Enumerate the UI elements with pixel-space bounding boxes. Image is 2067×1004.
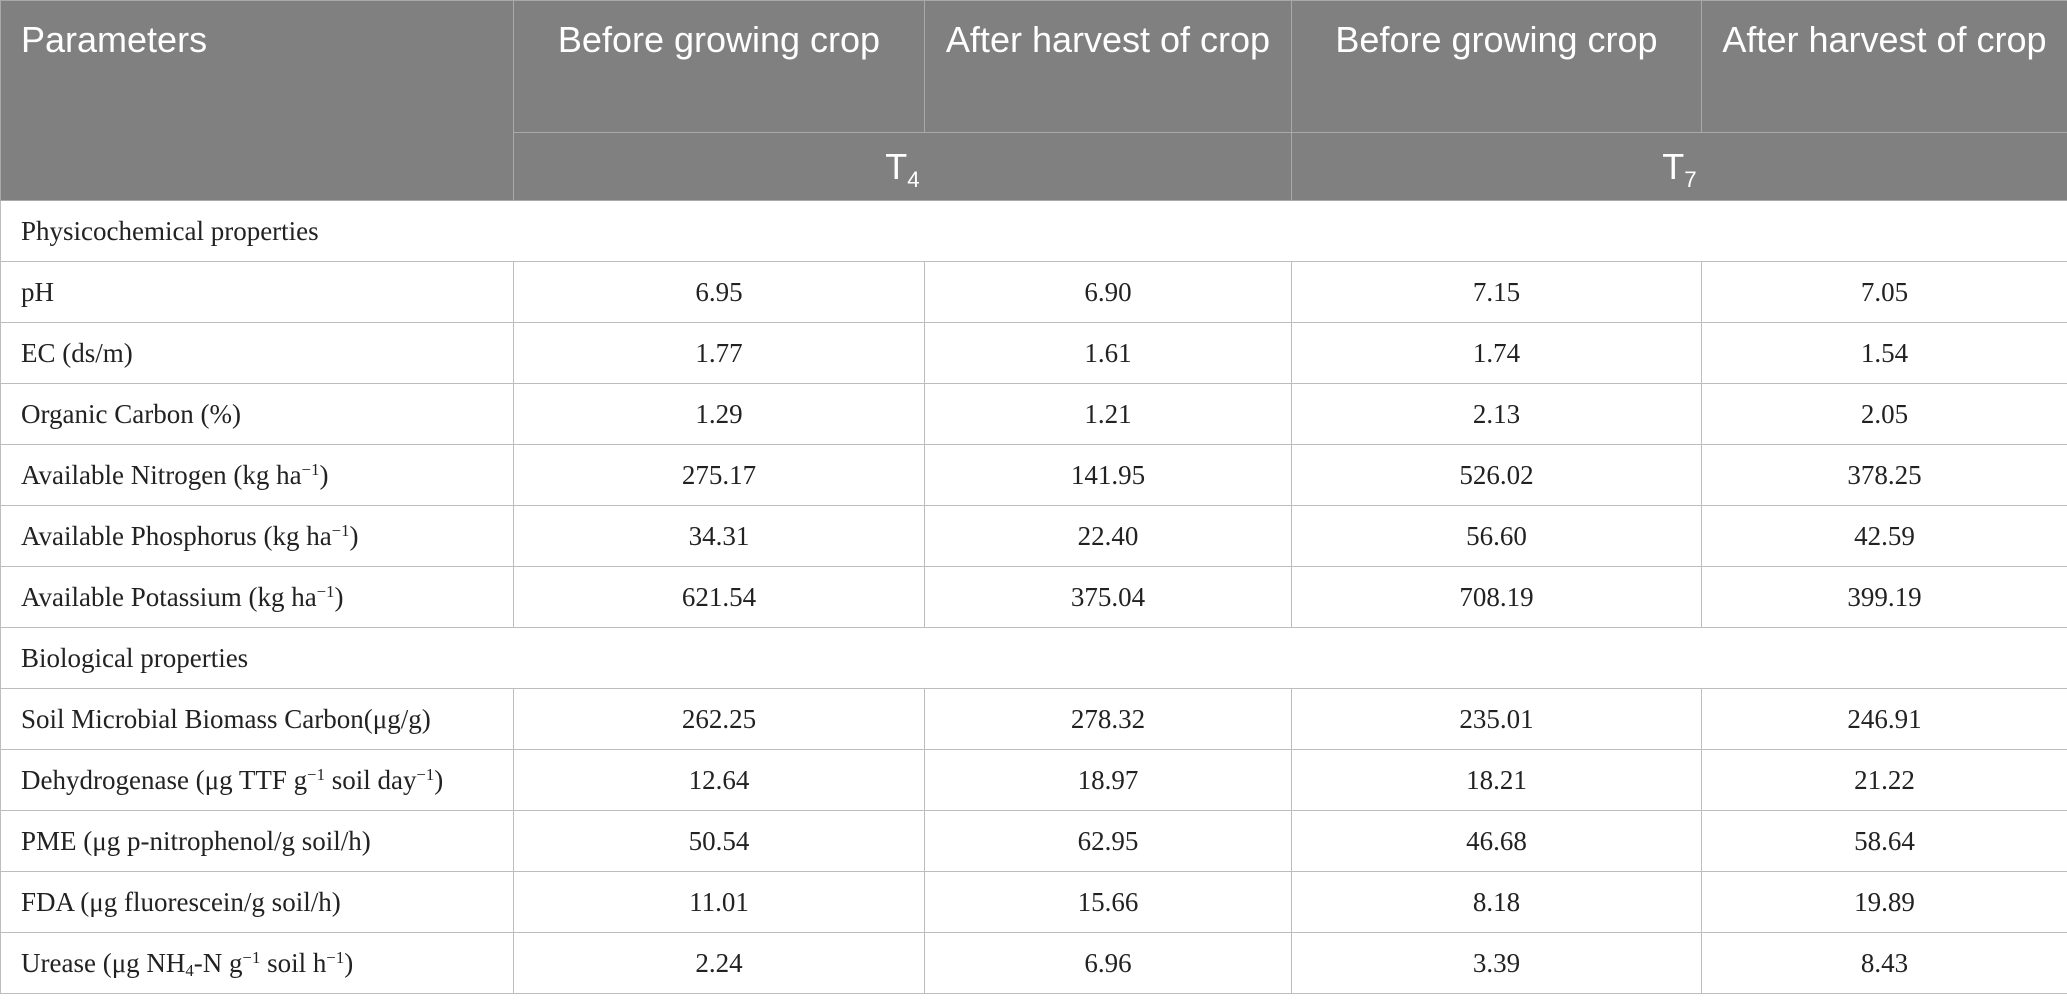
cell: 8.18 (1291, 871, 1702, 933)
row-label-ec: EC (ds/m) (0, 322, 514, 384)
cell: 1.61 (924, 322, 1292, 384)
cell: 278.32 (924, 688, 1292, 750)
cell: 15.66 (924, 871, 1292, 933)
cell: 50.54 (513, 810, 925, 872)
cell: 6.95 (513, 261, 925, 323)
cell: 18.21 (1291, 749, 1702, 811)
section-row-physicochemical: Physicochemical properties (0, 200, 2067, 262)
cell: 378.25 (1701, 444, 2067, 506)
cell: 34.31 (513, 505, 925, 567)
cell: 2.24 (513, 932, 925, 994)
cell: 46.68 (1291, 810, 1702, 872)
cell: 12.64 (513, 749, 925, 811)
cell: 708.19 (1291, 566, 1702, 628)
table-row: pH 6.95 6.90 7.15 7.05 (0, 261, 2067, 323)
row-label-dehydrogenase: Dehydrogenase (μg TTF g−1 soil day−1) (0, 749, 514, 811)
cell: 62.95 (924, 810, 1292, 872)
cell: 246.91 (1701, 688, 2067, 750)
cell: 21.22 (1701, 749, 2067, 811)
section-label: Biological properties (0, 627, 2067, 689)
cell: 42.59 (1701, 505, 2067, 567)
cell: 2.13 (1291, 383, 1702, 445)
cell: 1.21 (924, 383, 1292, 445)
table-row: FDA (μg fluorescein/g soil/h) 11.01 15.6… (0, 871, 2067, 933)
row-label-fda: FDA (μg fluorescein/g soil/h) (0, 871, 514, 933)
cell: 621.54 (513, 566, 925, 628)
row-label-available-nitrogen: Available Nitrogen (kg ha−1) (0, 444, 514, 506)
cell: 7.05 (1701, 261, 2067, 323)
cell: 56.60 (1291, 505, 1702, 567)
cell: 1.54 (1701, 322, 2067, 384)
treatment-t4-header: T4 (513, 132, 1292, 201)
cell: 1.29 (513, 383, 925, 445)
col-header-before-t7: Before growing crop (1291, 0, 1702, 133)
table-row: Urease (μg NH4-N g−1 soil h−1) 2.24 6.96… (0, 932, 2067, 994)
row-label-available-phosphorus: Available Phosphorus (kg ha−1) (0, 505, 514, 567)
table-row: PME (μg p-nitrophenol/g soil/h) 50.54 62… (0, 810, 2067, 872)
cell: 526.02 (1291, 444, 1702, 506)
row-label-soil-microbial-biomass-carbon: Soil Microbial Biomass Carbon(μg/g) (0, 688, 514, 750)
table-row: Available Nitrogen (kg ha−1) 275.17 141.… (0, 444, 2067, 506)
section-label: Physicochemical properties (0, 200, 2067, 262)
row-label-organic-carbon: Organic Carbon (%) (0, 383, 514, 445)
cell: 1.77 (513, 322, 925, 384)
cell: 18.97 (924, 749, 1292, 811)
table-row: Available Potassium (kg ha−1) 621.54 375… (0, 566, 2067, 628)
row-label-available-potassium: Available Potassium (kg ha−1) (0, 566, 514, 628)
cell: 262.25 (513, 688, 925, 750)
col-header-after-t4: After harvest of crop (924, 0, 1292, 133)
cell: 8.43 (1701, 932, 2067, 994)
cell: 275.17 (513, 444, 925, 506)
cell: 235.01 (1291, 688, 1702, 750)
cell: 58.64 (1701, 810, 2067, 872)
cell: 375.04 (924, 566, 1292, 628)
table-row: Soil Microbial Biomass Carbon(μg/g) 262.… (0, 688, 2067, 750)
section-row-biological: Biological properties (0, 627, 2067, 689)
col-header-after-t7: After harvest of crop (1701, 0, 2067, 133)
cell: 22.40 (924, 505, 1292, 567)
table-row: Dehydrogenase (μg TTF g−1 soil day−1) 12… (0, 749, 2067, 811)
row-label-ph: pH (0, 261, 514, 323)
treatment-t7-header: T7 (1291, 132, 2067, 201)
cell: 141.95 (924, 444, 1292, 506)
cell: 19.89 (1701, 871, 2067, 933)
cell: 11.01 (513, 871, 925, 933)
cell: 6.90 (924, 261, 1292, 323)
col-header-before-t4: Before growing crop (513, 0, 925, 133)
header-row: Parameters Before growing crop After har… (0, 0, 2067, 201)
table-row: Organic Carbon (%) 1.29 1.21 2.13 2.05 (0, 383, 2067, 445)
cell: 7.15 (1291, 261, 1702, 323)
cell: 6.96 (924, 932, 1292, 994)
table-row: EC (ds/m) 1.77 1.61 1.74 1.54 (0, 322, 2067, 384)
cell: 3.39 (1291, 932, 1702, 994)
cell: 2.05 (1701, 383, 2067, 445)
row-label-urease: Urease (μg NH4-N g−1 soil h−1) (0, 932, 514, 994)
cell: 1.74 (1291, 322, 1702, 384)
cell: 399.19 (1701, 566, 2067, 628)
row-label-pme: PME (μg p-nitrophenol/g soil/h) (0, 810, 514, 872)
parameters-header: Parameters (0, 0, 514, 201)
table-row: Available Phosphorus (kg ha−1) 34.31 22.… (0, 505, 2067, 567)
treatment-header-row: T4 T7 (1, 132, 2067, 201)
